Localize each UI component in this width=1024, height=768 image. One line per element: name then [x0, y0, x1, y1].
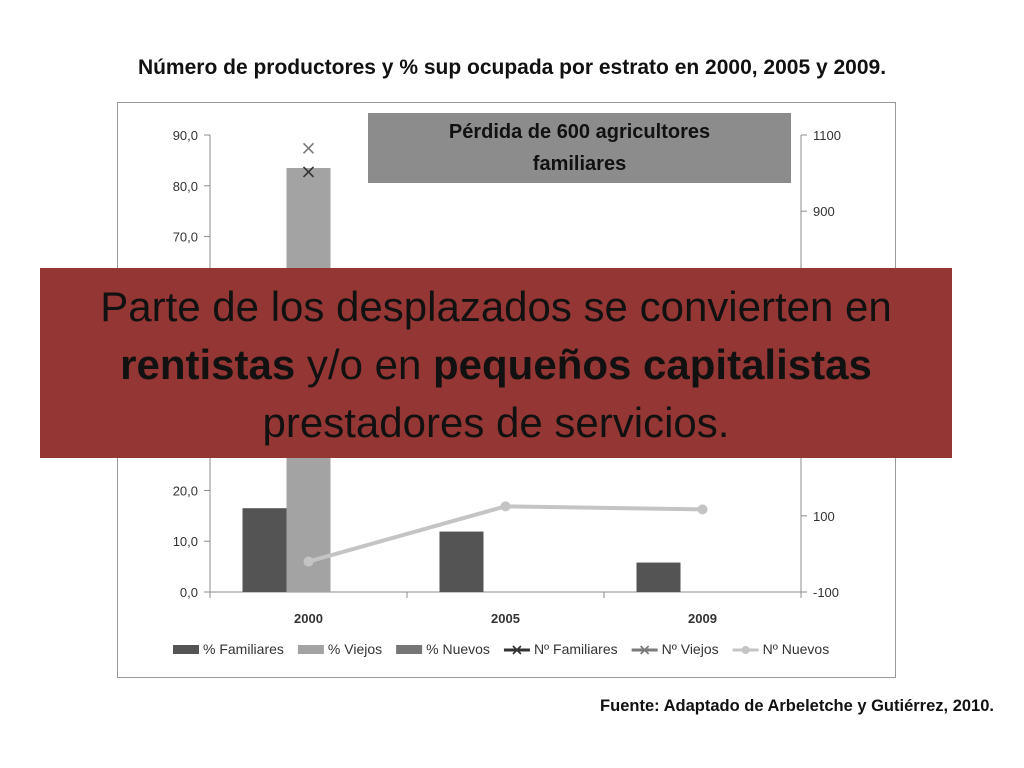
legend-marker — [640, 645, 650, 655]
point-marker — [302, 142, 315, 154]
legend-label: Nº Viejos — [662, 641, 719, 657]
callout-line-2: familiares — [532, 153, 627, 175]
legend-label: Nº Familiares — [534, 641, 618, 657]
legend-swatch — [297, 645, 324, 654]
legend-label: % Familiares — [203, 641, 284, 657]
x-tick-label: 2009 — [688, 611, 717, 626]
source-note: Fuente: Adaptado de Arbeletche y Gutiérr… — [600, 697, 994, 715]
y-left-tick-label: 20,0 — [173, 483, 198, 498]
x-tick-label: 2000 — [294, 611, 323, 626]
point-marker — [302, 166, 315, 178]
bar — [242, 508, 287, 592]
bar — [439, 531, 484, 592]
point-marker — [303, 556, 314, 567]
legend-swatch — [396, 645, 423, 654]
legend-marker — [512, 645, 522, 655]
slide-title: Número de productores y % sup ocupada po… — [137, 56, 887, 79]
y-right-tick-label: 900 — [813, 204, 835, 219]
overlay-bold-capitalistas: pequeños capitalistas — [433, 341, 872, 388]
y-right-tick-label: 1100 — [813, 128, 841, 143]
legend-label: % Nuevos — [426, 641, 490, 657]
callout-line-1: Pérdida de 600 agricultores — [448, 121, 711, 143]
y-right-tick-label: 100 — [813, 509, 835, 524]
chart-svg: 0,0 10,0 20,0 70,0 80,0 90,0 -100 100 900 1100 200… — [173, 128, 841, 657]
y-right-tick-label: -100 — [813, 585, 839, 600]
point-marker — [500, 501, 511, 512]
callout-box: Pérdida de 600 agricultores familiares — [368, 113, 791, 183]
legend-label: % Viejos — [328, 641, 382, 657]
overlay-text-part-2: y/o en — [295, 341, 434, 388]
overlay-bold-rentistas: rentistas — [120, 341, 296, 388]
point-marker — [697, 504, 708, 515]
y-left-tick-label: 90,0 — [173, 128, 198, 143]
y-left-tick-label: 70,0 — [173, 230, 198, 245]
legend-label: Nº Nuevos — [763, 641, 830, 657]
legend-swatch — [173, 645, 199, 654]
legend-marker — [741, 646, 750, 654]
y-left-tick-label: 80,0 — [173, 179, 198, 194]
y-left-tick-label: 10,0 — [173, 534, 198, 549]
overlay-text-part-3: prestadores de servicios. — [262, 399, 730, 446]
overlay-text-part-1: Parte de los desplazados se convierten e… — [100, 283, 892, 330]
overlay-banner: Parte de los desplazados se convierten e… — [40, 268, 952, 458]
series-line — [307, 504, 703, 564]
y-left-tick-label: 0,0 — [180, 585, 198, 600]
bar — [636, 562, 681, 592]
x-tick-label: 2005 — [491, 611, 520, 626]
